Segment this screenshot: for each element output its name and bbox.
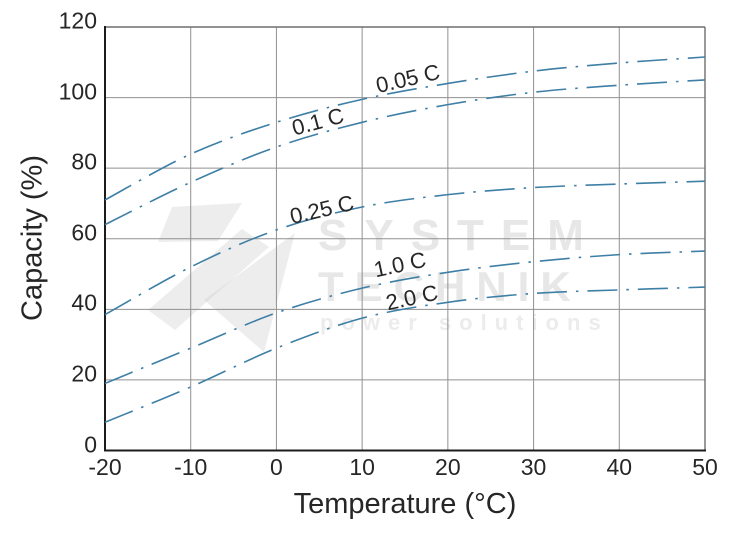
y-tick-label: 40 <box>71 289 97 316</box>
y-tick-label: 100 <box>58 78 97 105</box>
x-tick-label: -10 <box>174 454 208 480</box>
x-tick-label: 20 <box>435 454 461 480</box>
x-tick-label: 0 <box>270 454 283 480</box>
series-label-2.0-C: 2.0 C <box>383 279 441 316</box>
series-curve-2.0-C <box>104 286 706 424</box>
y-axis-title: Capacity (%) <box>16 155 49 321</box>
series-curve-0.1-C <box>104 79 706 226</box>
x-axis-title: Temperature (°C) <box>293 488 517 520</box>
series-label-0.1-C: 0.1 C <box>289 102 347 141</box>
series-label-0.05-C: 0.05 C <box>373 59 443 98</box>
series-label-0.25-C: 0.25 C <box>287 190 357 229</box>
x-tick-label: -20 <box>88 454 122 480</box>
series-label-1.0-C: 1.0 C <box>371 246 429 283</box>
x-tick-label: 10 <box>349 454 375 480</box>
y-tick-label: 20 <box>71 360 97 387</box>
x-tick-label: 30 <box>520 454 547 480</box>
series-curve-0.05-C <box>104 56 706 201</box>
y-tick-label: 120 <box>58 7 97 34</box>
x-tick-label: 50 <box>692 454 718 480</box>
y-tick-label: 80 <box>71 148 97 175</box>
series-curve-0.25-C <box>104 180 706 316</box>
y-tick-label: 0 <box>84 431 97 457</box>
y-tick-label: 60 <box>71 219 97 246</box>
series-curve-1.0-C <box>104 250 706 385</box>
x-tick-label: 40 <box>606 454 633 480</box>
